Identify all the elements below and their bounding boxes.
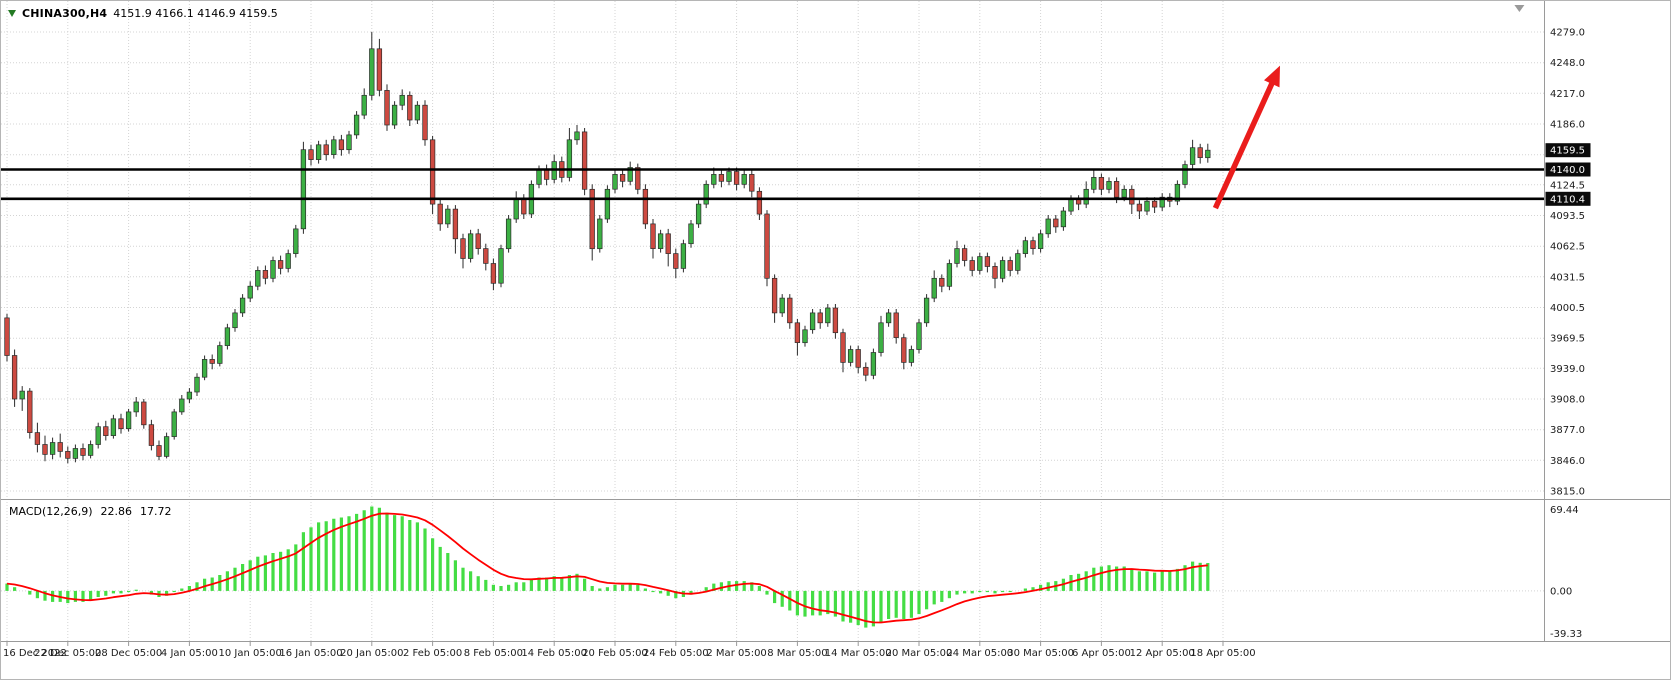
svg-text:4 Jan 05:00: 4 Jan 05:00: [161, 648, 218, 659]
svg-text:3846.0: 3846.0: [1550, 456, 1585, 467]
chart-title: CHINA300,H4 4151.9 4166.1 4146.9 4159.5: [8, 7, 278, 20]
svg-text:30 Mar 05:00: 30 Mar 05:00: [1007, 648, 1074, 659]
svg-text:20 Feb 05:00: 20 Feb 05:00: [582, 648, 648, 659]
macd-signal-line: [6, 512, 1208, 624]
price-badges: 4159.5 4140.0 4110.4: [1545, 143, 1591, 206]
chart-shift-marker-icon[interactable]: [1514, 5, 1525, 12]
svg-text:8 Feb 05:00: 8 Feb 05:00: [464, 648, 523, 659]
price-axis[interactable]: 4279.0 4248.0 4217.0 4186.0 4124.5 4093.5 4062…: [1550, 28, 1585, 498]
svg-text:14 Mar 05:00: 14 Mar 05:00: [825, 648, 892, 659]
svg-text:4124.5: 4124.5: [1550, 180, 1585, 191]
svg-text:4140.0: 4140.0: [1550, 165, 1585, 176]
svg-text:2 Feb 05:00: 2 Feb 05:00: [403, 648, 462, 659]
macd-indicator-label: MACD(12,26,9) 22.86 17.72: [9, 505, 172, 518]
svg-text:20 Jan 05:00: 20 Jan 05:00: [340, 648, 403, 659]
svg-text:16 Dec 2022: 16 Dec 2022: [3, 648, 67, 659]
ohlc-values-label: 4151.9 4166.1 4146.9 4159.5: [113, 7, 278, 20]
svg-text:3908.0: 3908.0: [1550, 395, 1585, 406]
support-resistance-lines[interactable]: [1, 168, 1544, 201]
svg-text:4062.5: 4062.5: [1550, 242, 1585, 253]
svg-text:20 Mar 05:00: 20 Mar 05:00: [886, 648, 953, 659]
macd-signal-value: 17.72: [140, 505, 172, 518]
svg-text:24 Mar 05:00: 24 Mar 05:00: [946, 648, 1013, 659]
macd-main-value: 22.86: [100, 505, 133, 518]
svg-text:12 Apr 05:00: 12 Apr 05:00: [1130, 648, 1195, 659]
macd-histogram: [5, 506, 1210, 628]
symbol-timeframe-label: CHINA300,H4: [22, 7, 108, 20]
svg-text:14 Feb 05:00: 14 Feb 05:00: [521, 648, 587, 659]
macd-axis[interactable]: 69.44 0.00 -39.33: [1550, 505, 1582, 640]
trend-arrow[interactable]: [1212, 65, 1280, 210]
svg-text:28 Dec 05:00: 28 Dec 05:00: [95, 648, 162, 659]
svg-text:24 Feb 05:00: 24 Feb 05:00: [643, 648, 709, 659]
svg-text:22 Dec 05:00: 22 Dec 05:00: [34, 648, 101, 659]
macd-name: MACD(12,26,9): [9, 505, 93, 518]
symbol-icon: [8, 10, 16, 17]
svg-text:4279.0: 4279.0: [1550, 28, 1585, 39]
svg-text:4186.0: 4186.0: [1550, 120, 1585, 131]
svg-text:-39.33: -39.33: [1550, 629, 1582, 640]
svg-text:3815.0: 3815.0: [1550, 487, 1585, 498]
pane-separators: [1, 1, 1670, 642]
svg-text:3939.0: 3939.0: [1550, 364, 1585, 375]
svg-text:4000.5: 4000.5: [1550, 303, 1585, 314]
svg-text:4159.5: 4159.5: [1550, 146, 1585, 157]
svg-text:8 Mar 05:00: 8 Mar 05:00: [767, 648, 827, 659]
svg-text:0.00: 0.00: [1550, 586, 1572, 597]
svg-text:4110.4: 4110.4: [1550, 194, 1585, 205]
svg-text:4093.5: 4093.5: [1550, 211, 1585, 222]
candles-layer: [4, 32, 1211, 464]
svg-text:69.44: 69.44: [1550, 505, 1579, 516]
svg-text:18 Apr 05:00: 18 Apr 05:00: [1190, 648, 1255, 659]
svg-text:3969.5: 3969.5: [1550, 334, 1585, 345]
svg-text:2 Mar 05:00: 2 Mar 05:00: [706, 648, 766, 659]
svg-text:4248.0: 4248.0: [1550, 58, 1585, 69]
svg-text:6 Apr 05:00: 6 Apr 05:00: [1072, 648, 1131, 659]
svg-text:4217.0: 4217.0: [1550, 89, 1585, 100]
svg-text:3877.0: 3877.0: [1550, 425, 1585, 436]
svg-text:4031.5: 4031.5: [1550, 272, 1585, 283]
svg-text:10 Jan 05:00: 10 Jan 05:00: [219, 648, 282, 659]
svg-text:16 Jan 05:00: 16 Jan 05:00: [279, 648, 342, 659]
